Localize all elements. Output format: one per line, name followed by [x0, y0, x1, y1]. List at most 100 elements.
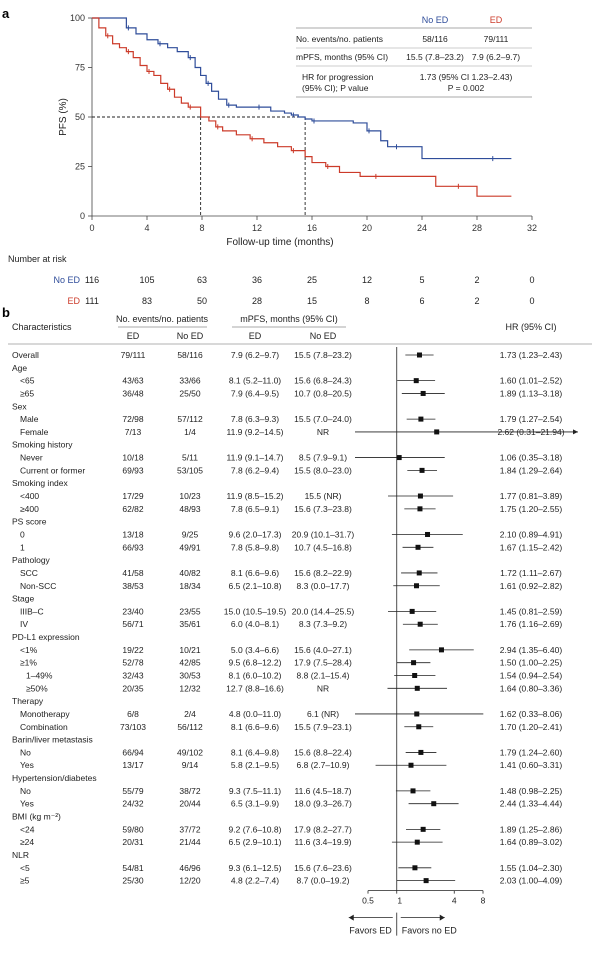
- km-y-tick-label: 50: [75, 112, 85, 122]
- risk-row-label: ED: [67, 296, 80, 306]
- mpfs-no-ed: 8.3 (7.3–9.2): [299, 619, 347, 629]
- hr-point: [415, 544, 421, 550]
- mpfs-no-ed: 6.1 (NR): [307, 709, 339, 719]
- events-no-ed: 40/82: [179, 568, 201, 578]
- events-ed: 72/98: [122, 414, 144, 424]
- hr-point: [413, 378, 419, 384]
- hr-point: [419, 467, 425, 473]
- forest-row-label: ≥400: [20, 504, 39, 514]
- mpfs-no-ed: 20.0 (14.4–25.5): [292, 606, 355, 616]
- events-no-ed: 49/102: [177, 747, 203, 757]
- events-no-ed: 9/14: [182, 760, 199, 770]
- hr-text: 1.70 (1.20–2.41): [500, 722, 563, 732]
- mpfs-no-ed: 15.6 (7.3–23.8): [294, 504, 352, 514]
- header-ed: ED: [249, 331, 262, 341]
- km-y-axis-label: PFS (%): [58, 98, 69, 136]
- mpfs-ed: 8.1 (6.4–9.8): [231, 747, 279, 757]
- mpfs-no-ed: 15.6 (4.0–27.1): [294, 645, 352, 655]
- events-no-ed: 2/4: [184, 709, 196, 719]
- mpfs-no-ed: 8.7 (0.0–19.2): [297, 876, 350, 886]
- forest-row-label: <1%: [20, 645, 38, 655]
- mpfs-no-ed: 15.5 (7.9–23.1): [294, 722, 352, 732]
- km-x-tick-label: 4: [144, 223, 149, 233]
- mpfs-ed: 9.3 (7.5–11.1): [229, 786, 281, 796]
- risk-value: 12: [362, 275, 372, 285]
- header-events: No. events/no. patients: [116, 314, 209, 324]
- hr-point: [412, 865, 418, 871]
- forest-group-label: Sex: [12, 401, 27, 411]
- risk-value: 50: [197, 296, 207, 306]
- mpfs-no-ed: 11.6 (4.5–18.7): [294, 786, 351, 796]
- km-curve-ed: [92, 17, 512, 197]
- mpfs-ed: 11.9 (9.2–14.5): [226, 427, 283, 437]
- hr-point: [412, 673, 418, 678]
- forest-row-label: ≥50%: [26, 683, 48, 693]
- table-header-ed: ED: [490, 15, 503, 25]
- events-no-ed: 30/53: [179, 671, 201, 681]
- mpfs-no-ed: 8.5 (7.9–9.1): [299, 453, 347, 463]
- hr-point: [414, 583, 420, 589]
- hr-point: [416, 352, 422, 358]
- km-x-axis-label: Follow-up time (months): [226, 237, 333, 248]
- hr-text: 1.45 (0.81–2.59): [500, 606, 563, 616]
- forest-row-label: 0: [20, 529, 25, 539]
- forest-x-tick-label: 4: [452, 896, 457, 906]
- forest-row-label: 1: [20, 542, 25, 552]
- mpfs-no-ed: 15.6 (8.8–22.4): [294, 747, 352, 757]
- km-x-tick-label: 28: [472, 223, 482, 233]
- events-no-ed: 18/34: [179, 581, 201, 591]
- forest-plot: Characteristics No. events/no. patients mP…: [8, 314, 592, 936]
- risk-value: 0: [529, 275, 534, 285]
- forest-group-label: BMI (kg m⁻²): [12, 812, 61, 822]
- panel-label-a: a: [2, 6, 10, 21]
- events-ed: 59/80: [122, 824, 144, 834]
- events-ed: 17/29: [122, 491, 144, 501]
- forest-group-label: Pathology: [12, 555, 51, 565]
- mpfs-no-ed: 8.3 (0.0–17.7): [297, 581, 350, 591]
- events-no-ed: 53/105: [177, 465, 203, 475]
- km-summary-table: No ED ED No. events/no. patients 58/116 79/1…: [296, 15, 532, 98]
- hr-text: 1.84 (1.29–2.64): [500, 465, 563, 475]
- risk-row-label: No ED: [53, 275, 80, 285]
- mpfs-ed: 6.0 (4.0–8.1): [231, 619, 279, 629]
- table-cell: 58/116: [422, 34, 448, 44]
- favors-no-ed-label: Favors no ED: [402, 926, 458, 936]
- header-no-ed: No ED: [310, 331, 337, 341]
- events-no-ed: 57/112: [177, 414, 203, 424]
- forest-group-label: Barin/liver metastasis: [12, 735, 93, 745]
- forest-group-label: PS score: [12, 517, 47, 527]
- events-no-ed: 12/20: [179, 876, 201, 886]
- forest-row-label: Male: [20, 414, 39, 424]
- mpfs-no-ed: 15.5 (NR): [305, 491, 342, 501]
- km-x-tick-label: 16: [307, 223, 317, 233]
- forest-row-label: <400: [20, 491, 39, 501]
- hr-text: 1.76 (1.16–2.69): [500, 619, 563, 629]
- mpfs-ed: 6.5 (2.9–10.1): [229, 837, 282, 847]
- events-ed: 24/32: [122, 799, 144, 809]
- events-no-ed: 9/25: [182, 529, 199, 539]
- forest-row-label: <5: [20, 863, 30, 873]
- hr-point: [420, 390, 426, 396]
- mpfs-no-ed: NR: [317, 683, 329, 693]
- panel-label-b: b: [2, 305, 10, 320]
- forest-row-label: Female: [20, 427, 49, 437]
- forest-group-label: NLR: [12, 850, 29, 860]
- events-no-ed: 20/44: [179, 799, 201, 809]
- hr-text: 1.61 (0.92–2.82): [500, 581, 563, 591]
- hr-point: [414, 685, 420, 691]
- km-x-tick-label: 0: [89, 223, 94, 233]
- hr-point: [423, 878, 429, 884]
- hr-point: [410, 788, 416, 794]
- hr-text: 1.55 (1.04–2.30): [500, 863, 563, 873]
- events-no-ed: 23/55: [179, 606, 201, 616]
- mpfs-no-ed: 15.5 (8.0–23.0): [294, 465, 352, 475]
- hr-text: 1.48 (0.98–2.25): [500, 786, 563, 796]
- forest-row-label: ≥65: [20, 388, 34, 398]
- events-ed: 6/8: [127, 709, 139, 719]
- table-cell: 7.9 (6.2–9.7): [472, 52, 520, 62]
- hr-point: [434, 429, 440, 435]
- forest-row-label: SCC: [20, 568, 38, 578]
- forest-row-label: Non-SCC: [20, 581, 56, 591]
- risk-value: 36: [252, 275, 262, 285]
- forest-group-label: PD-L1 expression: [12, 632, 80, 642]
